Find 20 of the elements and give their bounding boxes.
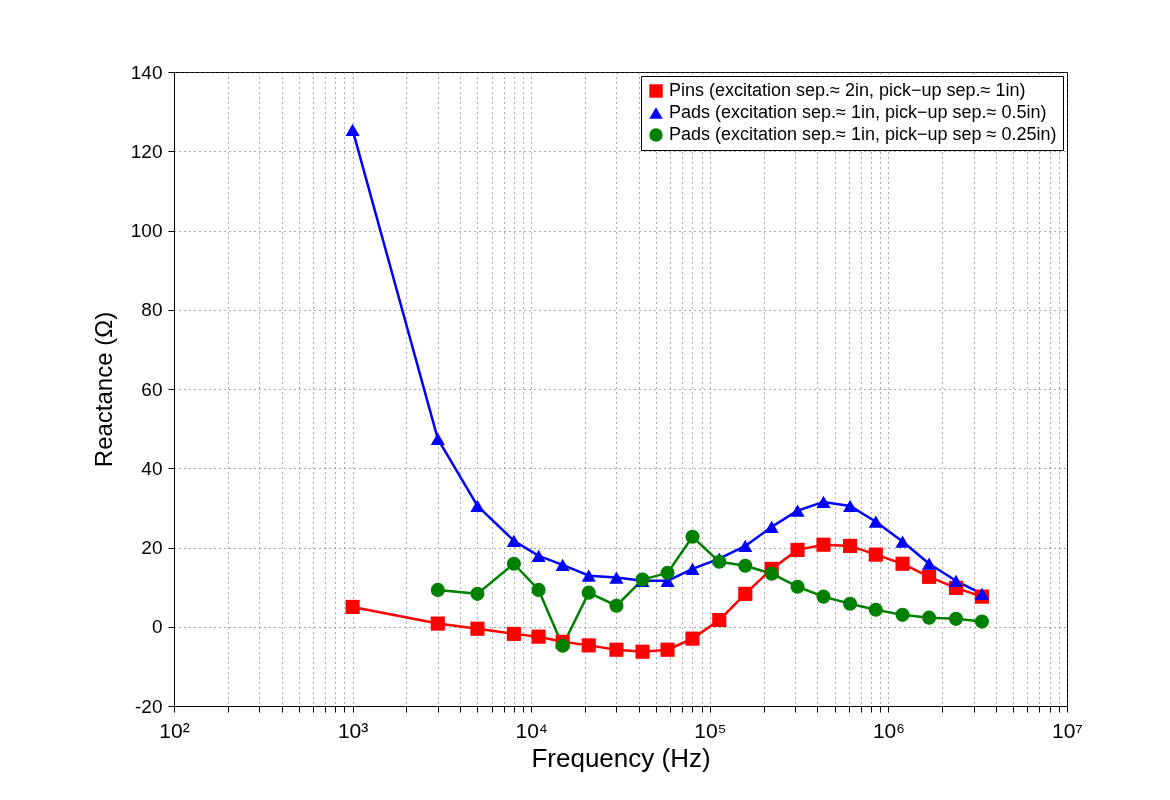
x-axis-title: Frequency (Hz) [531, 742, 711, 773]
x-tick-label: 10⁵ [694, 718, 727, 742]
y-tick-label: 100 [130, 220, 163, 241]
legend-label: Pins (excitation sep.≈ 2in, pick−up sep.≈ 1in) [669, 80, 1026, 100]
y-tick-label: 80 [141, 299, 163, 321]
x-tick-label: 10⁴ [515, 718, 548, 742]
x-tick-label: 10⁷ [1052, 718, 1083, 742]
x-tick-label: 10² [159, 718, 190, 742]
y-tick-label: 120 [130, 140, 163, 162]
y-tick-label: 140 [130, 61, 163, 83]
x-tick-label: 10³ [337, 718, 369, 742]
y-tick-label: 0 [151, 616, 163, 638]
legend-label: Pads (excitation sep.≈ 1in, pick−up sep ≈ 0.25in) [669, 124, 1057, 144]
legend-label: Pads (excitation sep.≈ 1in, pick−up sep.≈ 0.5in) [669, 102, 1047, 122]
y-axis-title: Reactance (Ω) [89, 311, 117, 468]
y-tick-label: 20 [141, 537, 163, 558]
y-tick-label: 40 [141, 457, 163, 479]
x-tick-label: 10⁶ [872, 718, 905, 742]
y-tick-label: 60 [141, 378, 163, 400]
y-tick-label: -20 [135, 695, 163, 717]
